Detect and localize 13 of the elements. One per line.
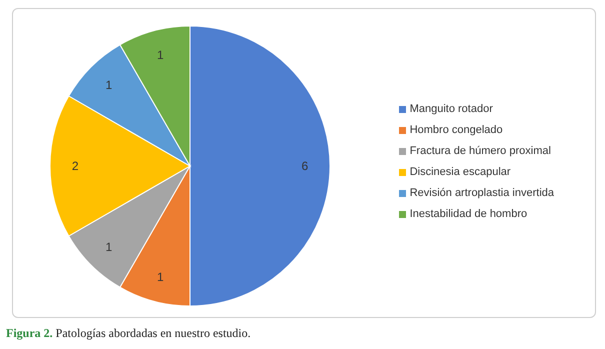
legend-label: Manguito rotador: [410, 102, 493, 117]
text: Figura 2. Patologías abordadas en nuestro estudio.: [6, 326, 251, 341]
legend-label: Discinesia escapular: [410, 165, 511, 180]
data-label: 1: [156, 48, 164, 62]
data-label: 6: [301, 159, 308, 173]
legend-label: Hombro congelado: [410, 123, 503, 138]
legend-label: Revisión artroplastia invertida: [410, 186, 554, 201]
legend-label: Inestabilidad de hombro: [410, 207, 528, 222]
legend-label: Fractura de húmero proximal: [410, 144, 551, 159]
data-label: 1: [156, 270, 164, 284]
data-label: 2: [72, 159, 79, 173]
data-label: 1: [105, 78, 112, 92]
data-label: 1: [105, 240, 112, 254]
